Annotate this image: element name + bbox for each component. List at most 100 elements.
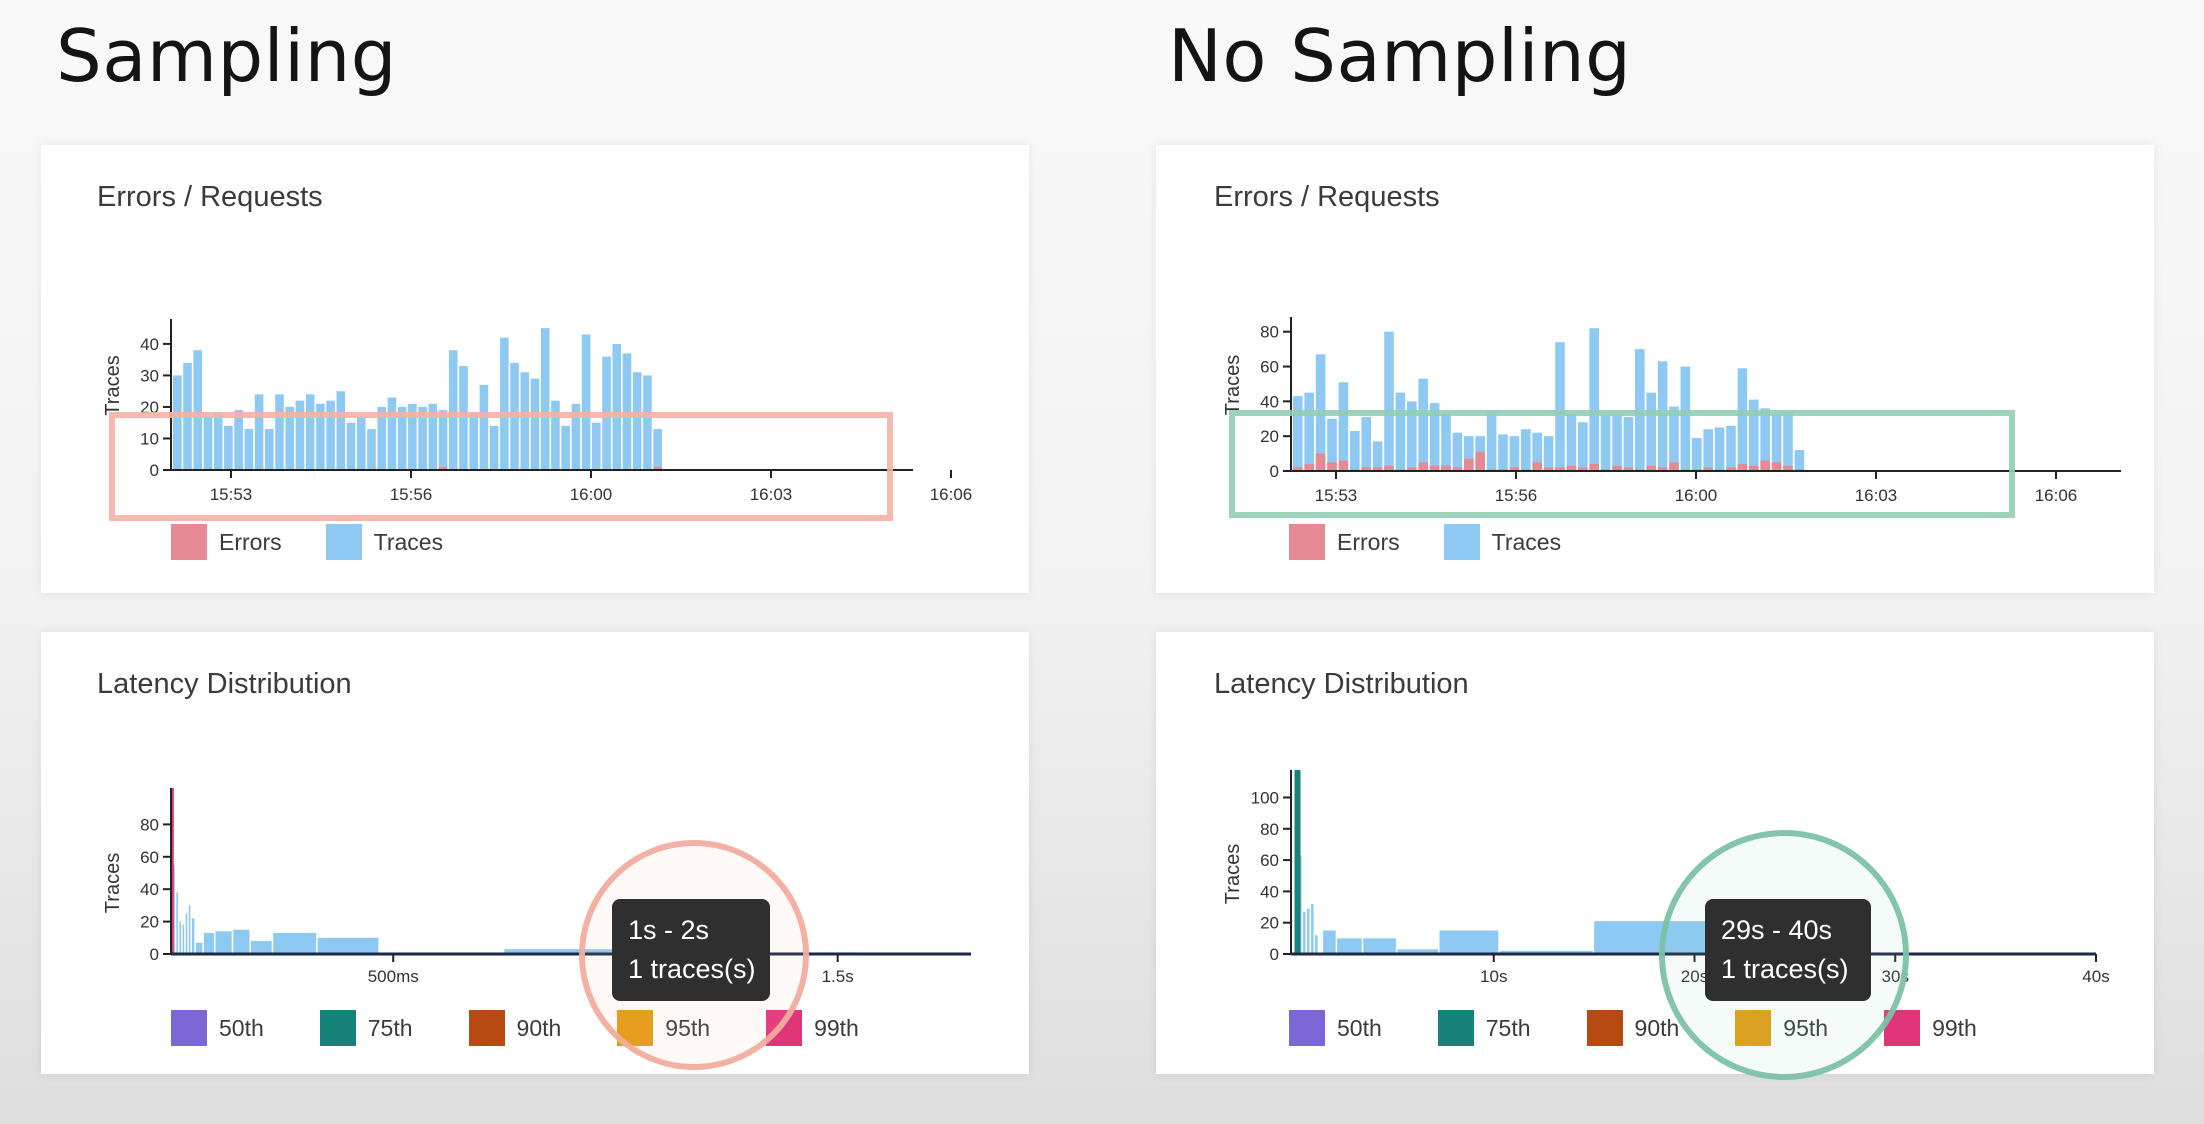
- percentile-swatch-99th: [1884, 1010, 1921, 1046]
- trace-bar: [438, 410, 448, 470]
- trace-bar: [1703, 429, 1713, 471]
- trace-bar: [500, 337, 509, 470]
- right-latency-card: Latency Distribution 0 20 40 60 80 100 10s 20s 3…: [1156, 632, 2154, 1074]
- trace-bar: [1293, 396, 1303, 471]
- x-tick-label: 15:56: [390, 485, 433, 504]
- y-axis-label: Traces: [1222, 844, 1244, 904]
- y-tick-label: 0: [1270, 945, 1279, 964]
- trace-bar: [1566, 413, 1577, 471]
- latency-bar: [1303, 911, 1306, 954]
- trace-bar: [1555, 342, 1565, 471]
- percentile-label-90th: 90th: [1634, 1014, 1680, 1041]
- trace-bar: [1304, 392, 1314, 471]
- right-errors-card: Errors / Requests 0 20 40 60 80 15:53 15:56 16:…: [1156, 145, 2154, 593]
- trace-bar: [275, 394, 284, 470]
- left-errors-card: Errors / Requests 0 10 20 30 40 15:53 15:56 16:…: [41, 145, 1029, 593]
- trace-bar: [632, 372, 642, 470]
- latency-bar: [179, 921, 182, 954]
- y-tick-label: 60: [1260, 851, 1279, 870]
- x-tick-label: 1.5s: [822, 967, 854, 986]
- trace-bar: [1350, 430, 1360, 471]
- trace-bar: [244, 429, 254, 470]
- trace-bar: [1452, 432, 1463, 471]
- latency-bar: [1307, 908, 1310, 954]
- latency-bar: [504, 949, 614, 954]
- trace-bar: [612, 343, 622, 470]
- trace-bar: [285, 406, 295, 470]
- trace-bar: [1749, 399, 1759, 471]
- latency-bar: [273, 932, 317, 954]
- percentile-swatch-50th: [171, 1010, 207, 1046]
- y-tick-label: 80: [1260, 820, 1279, 839]
- y-tick-label: 40: [1260, 392, 1279, 411]
- trace-bar: [1578, 422, 1588, 471]
- error-bar: [1315, 453, 1326, 471]
- trace-bar: [428, 403, 438, 470]
- y-tick-label: 60: [1260, 358, 1279, 377]
- trace-bar: [305, 394, 315, 470]
- trace-bar: [520, 372, 530, 470]
- traces-swatch: [325, 524, 362, 560]
- trace-bar: [1384, 331, 1394, 471]
- trace-bar: [254, 394, 264, 470]
- trace-bar: [1600, 415, 1611, 471]
- trace-bar: [1657, 361, 1668, 471]
- right-errors-bars: [1293, 328, 1805, 471]
- trace-bar: [203, 416, 213, 470]
- trace-bar: [1372, 441, 1383, 471]
- errors-swatch: [171, 524, 207, 560]
- y-tick-label: 20: [1260, 914, 1279, 933]
- latency-bar: [1323, 930, 1336, 954]
- right-latency-title: Latency Distribution: [1214, 668, 1469, 700]
- x-tick-label: 16:00: [1675, 486, 1718, 505]
- trace-bar: [224, 425, 233, 470]
- y-tick-label: 10: [140, 429, 159, 448]
- x-tick-label: 16:06: [2035, 486, 2078, 505]
- trace-bar: [397, 406, 407, 470]
- percentile-label-50th: 50th: [219, 1014, 264, 1041]
- left-latency-title: Latency Distribution: [97, 668, 352, 700]
- trace-bar: [336, 391, 346, 470]
- x-tick-label: 40s: [2082, 967, 2109, 986]
- trace-bar: [295, 400, 305, 470]
- trace-bar: [592, 422, 601, 470]
- trace-bar: [1692, 437, 1702, 471]
- latency-bar: [195, 942, 203, 954]
- trace-bar: [316, 403, 325, 470]
- trace-bar: [1635, 349, 1645, 471]
- trace-bar: [448, 350, 458, 470]
- trace-bar: [510, 362, 519, 470]
- y-tick-label: 40: [140, 335, 159, 354]
- latency-bar: [185, 913, 188, 954]
- trace-bar: [1543, 436, 1554, 471]
- trace-bar: [408, 403, 417, 470]
- trace-bar: [540, 328, 550, 470]
- y-tick-label: 0: [150, 945, 159, 964]
- latency-bar: [1499, 950, 1593, 954]
- error-bar: [1475, 451, 1485, 471]
- right-latency-bars: [1294, 770, 1884, 954]
- no-sampling-title: No Sampling: [1168, 14, 1632, 98]
- trace-bar: [489, 425, 499, 470]
- trace-bar: [1612, 415, 1622, 471]
- percentile-label-99th: 99th: [814, 1014, 859, 1041]
- y-axis-label: Traces: [102, 853, 124, 913]
- error-bar: [1532, 462, 1542, 471]
- trace-bar: [418, 406, 427, 470]
- trace-bar: [1338, 382, 1349, 471]
- x-tick-label: 15:53: [1315, 486, 1358, 505]
- latency-bar: [1363, 938, 1396, 954]
- left-errors-bars: [173, 328, 662, 470]
- error-bar: [1771, 462, 1782, 471]
- error-bar: [1327, 462, 1337, 471]
- trace-bar: [367, 429, 376, 470]
- percentile-swatch-99th: [766, 1010, 803, 1046]
- trace-bar: [469, 413, 478, 470]
- percentile-swatch-95th: [1735, 1010, 1772, 1046]
- left-latency-card: Latency Distribution 0 20 40 60 80 500ms 1.5s T…: [41, 632, 1029, 1074]
- tooltip-range: 29s - 40s: [1721, 915, 1833, 945]
- latency-bar: [1594, 921, 1708, 954]
- trace-bar: [1714, 427, 1725, 471]
- x-tick-label: 30s: [1882, 967, 1909, 986]
